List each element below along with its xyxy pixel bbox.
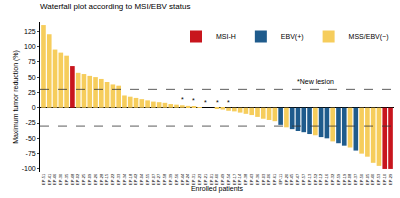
- svg-text:75: 75: [28, 58, 36, 65]
- svg-text:*: *: [192, 97, 195, 104]
- svg-text:EP-01: EP-01: [209, 173, 214, 185]
- svg-text:*New lesion: *New lesion: [297, 78, 334, 85]
- svg-text:EP-52: EP-52: [313, 173, 318, 185]
- svg-text:Enrolled patients: Enrolled patients: [191, 185, 244, 193]
- svg-text:EP-44: EP-44: [180, 173, 185, 185]
- svg-text:EP-16: EP-16: [324, 173, 329, 185]
- svg-text:EP-42: EP-42: [133, 173, 138, 185]
- svg-text:EP-60: EP-60: [214, 173, 219, 185]
- svg-text:EP-18: EP-18: [128, 173, 133, 185]
- svg-text:EP-30: EP-30: [58, 173, 63, 185]
- svg-text:EP-41: EP-41: [47, 173, 52, 185]
- svg-text:EP-34: EP-34: [122, 173, 127, 185]
- svg-text:EP-54: EP-54: [226, 173, 231, 185]
- svg-text:EP-48: EP-48: [70, 173, 75, 185]
- svg-text:EP-56: EP-56: [174, 173, 179, 185]
- svg-text:EP-06: EP-06: [266, 173, 271, 185]
- svg-text:EP-11: EP-11: [278, 173, 283, 185]
- svg-text:EP-21: EP-21: [203, 173, 208, 185]
- svg-text:-75: -75: [26, 150, 36, 157]
- svg-text:-100: -100: [22, 165, 36, 172]
- svg-text:Waterfall plot according to MS: Waterfall plot according to MSI/EBV stat…: [40, 2, 190, 11]
- svg-text:EP-07: EP-07: [151, 173, 156, 185]
- svg-text:EP-02: EP-02: [75, 173, 80, 185]
- svg-text:EP-31: EP-31: [191, 173, 196, 185]
- svg-text:-25: -25: [26, 119, 36, 126]
- svg-text:EP-09: EP-09: [87, 173, 92, 185]
- svg-text:EP-05: EP-05: [365, 173, 370, 185]
- svg-text:EP-51: EP-51: [41, 173, 46, 185]
- svg-text:*: *: [227, 99, 230, 106]
- svg-text:EBV(+): EBV(+): [281, 33, 304, 41]
- svg-text:EP-61: EP-61: [272, 173, 277, 185]
- svg-text:EP-10: EP-10: [382, 173, 387, 185]
- svg-text:EP-55: EP-55: [145, 173, 150, 185]
- svg-text:EP-46: EP-46: [52, 173, 57, 185]
- svg-text:EP-39: EP-39: [168, 173, 173, 185]
- svg-text:100: 100: [24, 43, 36, 50]
- svg-text:EP-47: EP-47: [295, 173, 300, 185]
- svg-text:EP-23: EP-23: [197, 173, 202, 185]
- svg-text:Maximum tumor reduction (%): Maximum tumor reduction (%): [12, 50, 20, 144]
- svg-text:EP-28: EP-28: [99, 173, 104, 185]
- svg-text:EP-35: EP-35: [64, 173, 69, 185]
- svg-text:EP-04: EP-04: [139, 173, 144, 185]
- svg-text:EP-27: EP-27: [156, 173, 161, 185]
- svg-text:EP-59: EP-59: [336, 173, 341, 185]
- svg-text:EP-12: EP-12: [318, 173, 323, 185]
- svg-text:EP-26: EP-26: [93, 173, 98, 185]
- svg-text:EP-40: EP-40: [370, 173, 375, 185]
- svg-text:EP-24: EP-24: [185, 173, 190, 185]
- svg-text:EP-08: EP-08: [347, 173, 352, 185]
- svg-text:EP-58: EP-58: [162, 173, 167, 185]
- svg-text:EP-15: EP-15: [104, 173, 109, 185]
- svg-text:EP-03: EP-03: [261, 173, 266, 185]
- svg-text:-50: -50: [26, 135, 36, 142]
- svg-text:EP-33: EP-33: [116, 173, 121, 185]
- svg-text:EP-17: EP-17: [232, 173, 237, 185]
- svg-text:EP-32: EP-32: [330, 173, 335, 185]
- svg-text:EP-14: EP-14: [237, 173, 242, 185]
- svg-text:MSI-H: MSI-H: [216, 33, 236, 40]
- svg-text:EP-57: EP-57: [301, 173, 306, 185]
- svg-text:125: 125: [24, 28, 36, 35]
- svg-text:EP-49: EP-49: [220, 173, 225, 185]
- svg-text:EP-20: EP-20: [284, 173, 289, 185]
- svg-text:*: *: [181, 96, 184, 103]
- svg-text:25: 25: [28, 89, 36, 96]
- svg-text:*: *: [216, 99, 219, 106]
- svg-text:EP-29: EP-29: [388, 173, 393, 185]
- svg-text:EP-45: EP-45: [290, 173, 295, 185]
- svg-text:EP-37: EP-37: [353, 173, 358, 185]
- svg-text:EP-36: EP-36: [255, 173, 260, 185]
- svg-text:EP-13: EP-13: [307, 173, 312, 185]
- svg-text:EP-38: EP-38: [243, 173, 248, 185]
- svg-text:50: 50: [28, 74, 36, 81]
- svg-text:EP-25: EP-25: [81, 173, 86, 185]
- svg-text:EP-43: EP-43: [249, 173, 254, 185]
- svg-text:EP-19: EP-19: [342, 173, 347, 185]
- svg-text:EP-22: EP-22: [110, 173, 115, 185]
- svg-text:EP-50: EP-50: [359, 173, 364, 185]
- svg-text:EP-53: EP-53: [376, 173, 381, 185]
- svg-text:*: *: [204, 99, 207, 106]
- svg-text:MSS/EBV(−): MSS/EBV(−): [349, 33, 389, 41]
- svg-text:0: 0: [32, 104, 36, 111]
